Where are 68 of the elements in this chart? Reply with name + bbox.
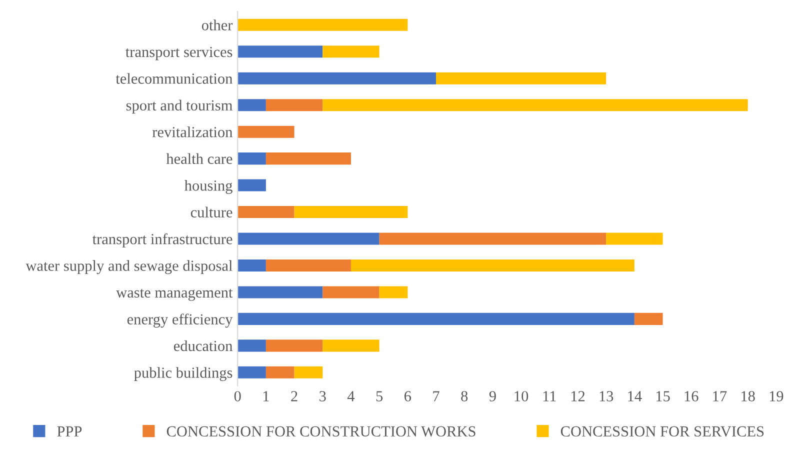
legend-label: PPP bbox=[57, 426, 82, 436]
y-tick-label: public buildings bbox=[134, 367, 232, 381]
bar bbox=[238, 152, 266, 165]
bar bbox=[322, 286, 380, 298]
x-tick-label: 14 bbox=[628, 391, 642, 402]
x-tick-label: 13 bbox=[600, 391, 614, 402]
legend-label: CONCESSION FOR CONSTRUCTION WORKS bbox=[166, 426, 476, 437]
bar bbox=[238, 286, 323, 298]
bar bbox=[350, 259, 634, 272]
x-tick-label: 4 bbox=[347, 391, 355, 402]
bar bbox=[436, 72, 606, 84]
bar bbox=[379, 232, 606, 245]
bar bbox=[606, 232, 663, 245]
x-tick-label: 0 bbox=[234, 391, 241, 402]
bar bbox=[238, 126, 294, 138]
bar bbox=[634, 312, 663, 325]
x-tick-label: 16 bbox=[684, 391, 698, 402]
bar bbox=[266, 99, 323, 112]
bar bbox=[238, 366, 266, 378]
x-tick-label: 11 bbox=[543, 391, 556, 402]
bar bbox=[238, 72, 436, 84]
y-tick-label: revitalization bbox=[152, 126, 233, 138]
x-tick-label: 17 bbox=[713, 391, 727, 402]
x-tick-label: 8 bbox=[461, 391, 468, 402]
bar bbox=[238, 232, 380, 245]
bar bbox=[294, 206, 408, 218]
y-tick-label: health care bbox=[166, 153, 232, 164]
y-tick-label: other bbox=[202, 20, 233, 30]
x-tick-label: 1 bbox=[263, 391, 269, 402]
bar bbox=[322, 340, 380, 352]
y-tick-label: water supply and sewage disposal bbox=[26, 260, 232, 274]
x-tick-label: 15 bbox=[656, 391, 670, 402]
x-tick-label: 2 bbox=[291, 391, 298, 402]
bar bbox=[266, 340, 323, 352]
y-tick-label: sport and tourism bbox=[126, 100, 232, 114]
y-tick-label: transport services bbox=[126, 46, 232, 60]
y-tick-label: housing bbox=[184, 180, 232, 194]
bar bbox=[238, 340, 266, 352]
legend-label: CONCESSION FOR SERVICES bbox=[560, 426, 764, 437]
bar bbox=[379, 286, 408, 298]
bar bbox=[238, 259, 266, 272]
y-tick-label: telecommunication bbox=[116, 73, 233, 84]
x-tick-label: 18 bbox=[742, 391, 755, 402]
bar bbox=[266, 259, 351, 272]
x-tick-label: 6 bbox=[404, 391, 412, 402]
y-tick-label: education bbox=[174, 340, 233, 352]
y-tick-label: culture bbox=[190, 206, 232, 218]
y-tick-label: energy efficiency bbox=[127, 314, 233, 328]
bar bbox=[294, 366, 323, 378]
x-tick-label: 5 bbox=[376, 391, 383, 402]
bar bbox=[322, 46, 380, 58]
x-tick-label: 10 bbox=[514, 391, 528, 402]
x-tick-label: 12 bbox=[571, 391, 585, 402]
x-tick-label: 7 bbox=[433, 391, 440, 402]
bar bbox=[238, 206, 294, 218]
x-tick-label: 9 bbox=[489, 391, 496, 402]
bar bbox=[238, 179, 266, 192]
bar bbox=[238, 18, 408, 31]
y-tick-label: waste management bbox=[116, 288, 233, 301]
x-tick-label: 3 bbox=[320, 391, 326, 402]
bar bbox=[266, 366, 294, 378]
bar bbox=[238, 312, 634, 325]
y-tick-label: transport infrastructure bbox=[92, 233, 232, 248]
bar bbox=[266, 152, 351, 165]
bar bbox=[238, 99, 266, 112]
bar bbox=[238, 46, 323, 58]
bar bbox=[322, 99, 748, 112]
x-tick-label: 19 bbox=[770, 391, 784, 402]
